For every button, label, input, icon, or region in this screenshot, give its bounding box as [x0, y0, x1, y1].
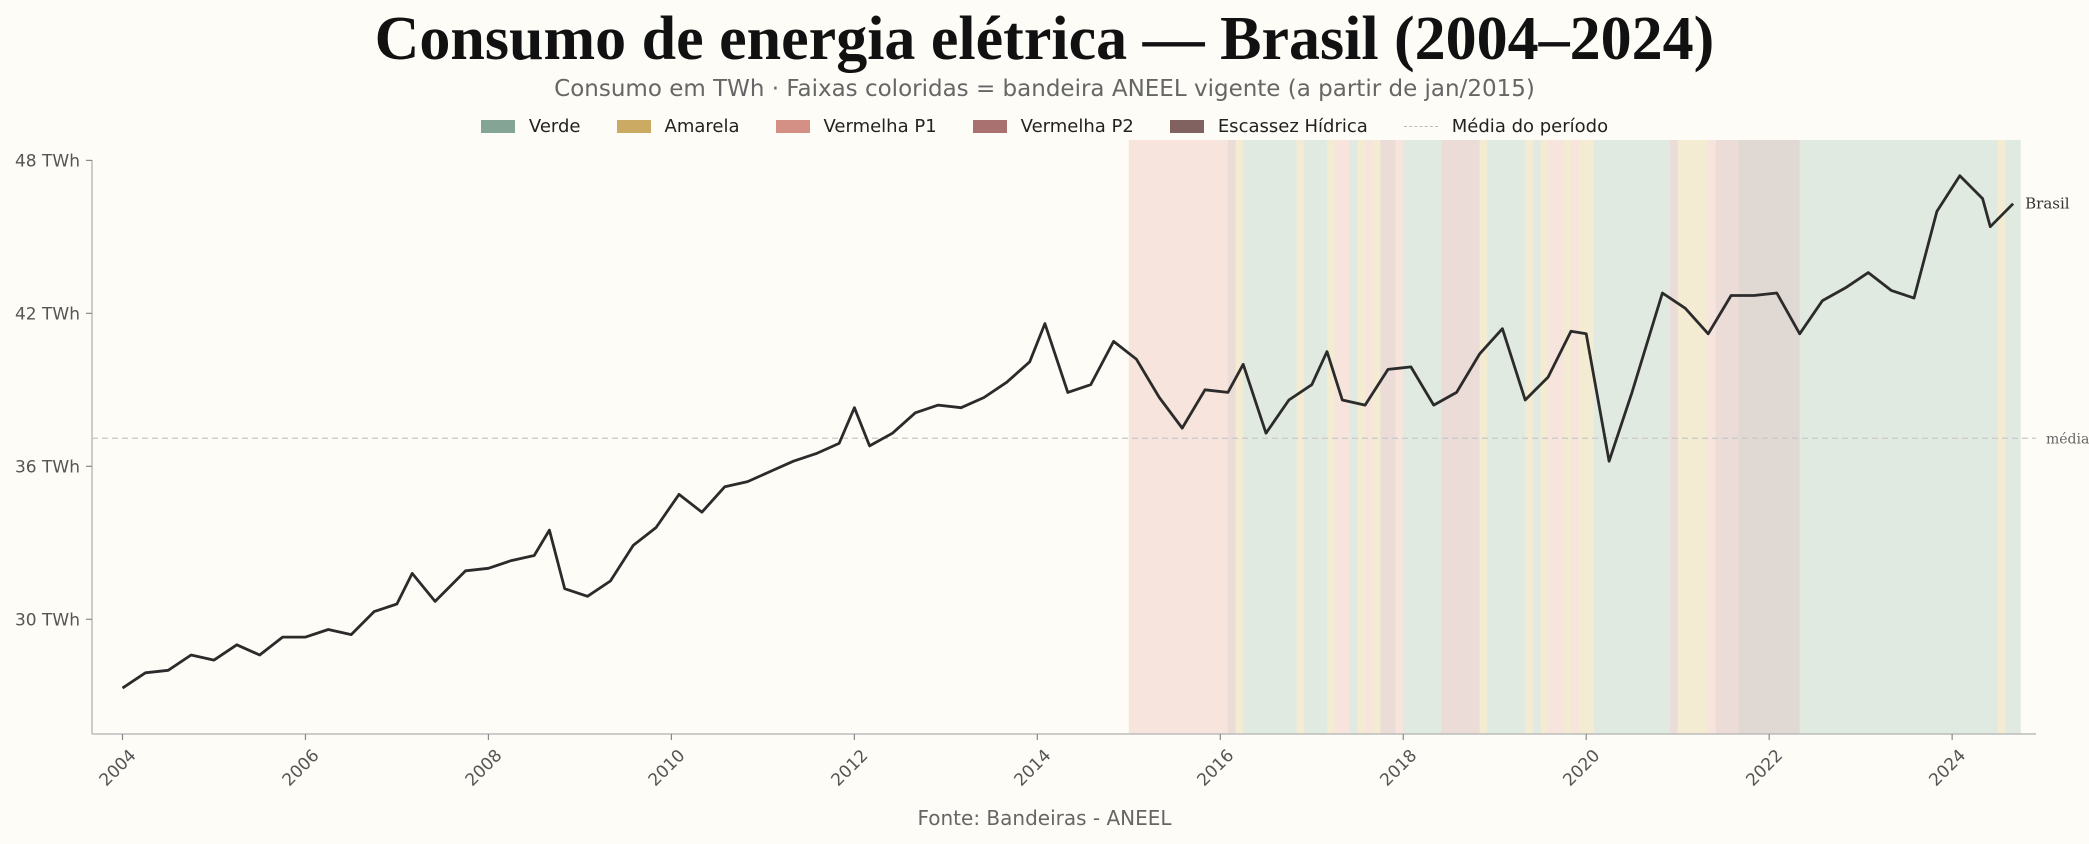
flag-band-verde-8 — [1349, 140, 1358, 734]
source-note: Fonte: Bandeiras - ANEEL — [917, 806, 1172, 830]
flag-band-vermelha1-10 — [1365, 140, 1373, 734]
flag-band-amarela-27 — [1677, 140, 1709, 734]
flag-band-vermelha1-13 — [1395, 140, 1404, 734]
mean-label: média — [2046, 431, 2089, 447]
flag-band-amarela-4 — [1296, 140, 1305, 734]
x-tick-label-2006: 2006 — [279, 746, 324, 791]
x-tick-label-2008: 2008 — [462, 746, 507, 791]
flag-band-escassez-30 — [1738, 140, 1800, 734]
x-tick-label-2016: 2016 — [1193, 746, 1238, 791]
legend-label-amarela: Amarela — [664, 116, 740, 137]
flag-band-amarela-20 — [1540, 140, 1549, 734]
legend-swatch-vermelha-p2 — [972, 120, 1007, 133]
legend: Verde Amarela Vermelha P1 Vermelha P2 Es… — [0, 116, 2089, 137]
flag-band-vermelha2-12 — [1380, 140, 1396, 734]
series-end-label: Brasil — [2025, 195, 2070, 213]
legend-item-escassez: Escassez Hídrica — [1169, 116, 1368, 137]
x-tick-label-2018: 2018 — [1376, 746, 1421, 791]
legend-label-vermelha-p2: Vermelha P2 — [1020, 116, 1134, 137]
y-tick-label-42: 42 TWh — [15, 304, 80, 324]
legend-label-escassez: Escassez Hídrica — [1217, 116, 1368, 137]
y-tick-label-48: 48 TWh — [15, 151, 80, 171]
y-tick-label-36: 36 TWh — [15, 457, 80, 477]
x-tick-label-2004: 2004 — [96, 746, 141, 791]
flag-band-amarela-11 — [1372, 140, 1381, 734]
series: Brasil — [121, 174, 2070, 690]
legend-item-vermelha-p2: Vermelha P2 — [972, 116, 1134, 137]
flag-band-vermelha1-7 — [1334, 140, 1350, 734]
flag-band-vermelha2-29 — [1715, 140, 1739, 734]
flag-band-vermelha2-26 — [1670, 140, 1678, 734]
chart-title: Consumo de energia elétrica — Brasil (20… — [374, 5, 1715, 73]
flag-band-amarela-22 — [1563, 140, 1571, 734]
flag-band-verde-25 — [1593, 140, 1671, 734]
mean-line-group: média — [92, 431, 2089, 447]
y-tick-label-30: 30 TWh — [15, 610, 80, 630]
legend-swatch-escassez — [1169, 120, 1204, 133]
flag-band-vermelha2-1 — [1227, 140, 1236, 734]
legend-swatch-vermelha-p1 — [775, 120, 810, 133]
legend-item-verde: Verde — [480, 116, 581, 137]
flag-band-amarela-16 — [1479, 140, 1488, 734]
flag-band-vermelha1-23 — [1570, 140, 1579, 734]
x-tick-label-2014: 2014 — [1011, 746, 1056, 791]
flag-band-amarela-32 — [1997, 140, 2006, 734]
flag-band-amarela-24 — [1578, 140, 1594, 734]
flag-bands — [1128, 140, 2021, 734]
legend-dash-mean — [1403, 126, 1438, 127]
legend-swatch-verde — [480, 120, 515, 133]
legend-item-amarela: Amarela — [616, 116, 740, 137]
x-tick-label-2024: 2024 — [1925, 746, 1970, 791]
flag-band-amarela-9 — [1357, 140, 1366, 734]
flag-band-amarela-18 — [1525, 140, 1533, 734]
series-line-brasil — [121, 174, 2015, 690]
flag-band-vermelha1-0 — [1128, 140, 1228, 734]
legend-item-vermelha-p1: Vermelha P1 — [775, 116, 937, 137]
legend-label-verde: Verde — [528, 116, 581, 137]
flag-band-verde-5 — [1304, 140, 1328, 734]
x-tick-label-2020: 2020 — [1559, 746, 1604, 791]
flag-band-vermelha1-21 — [1548, 140, 1564, 734]
flag-band-amarela-2 — [1235, 140, 1244, 734]
flag-band-vermelha2-15 — [1441, 140, 1480, 734]
legend-item-mean: Média do período — [1403, 116, 1609, 137]
flag-band-verde-3 — [1243, 140, 1297, 734]
flag-band-verde-17 — [1487, 140, 1526, 734]
flag-band-verde-14 — [1403, 140, 1442, 734]
chart-subtitle: Consumo em TWh · Faixas coloridas = band… — [554, 76, 1535, 102]
x-tick-label-2012: 2012 — [828, 746, 873, 791]
flag-band-verde-31 — [1799, 140, 1998, 734]
legend-label-vermelha-p1: Vermelha P1 — [823, 116, 937, 137]
legend-label-mean: Média do período — [1451, 116, 1609, 137]
flag-band-amarela-6 — [1327, 140, 1335, 734]
flag-band-verde-19 — [1532, 140, 1541, 734]
x-tick-label-2010: 2010 — [645, 746, 690, 791]
legend-swatch-amarela — [616, 120, 651, 133]
flag-band-vermelha1-28 — [1708, 140, 1716, 734]
flag-band-verde-33 — [2005, 140, 2021, 734]
x-tick-label-2022: 2022 — [1742, 746, 1787, 791]
